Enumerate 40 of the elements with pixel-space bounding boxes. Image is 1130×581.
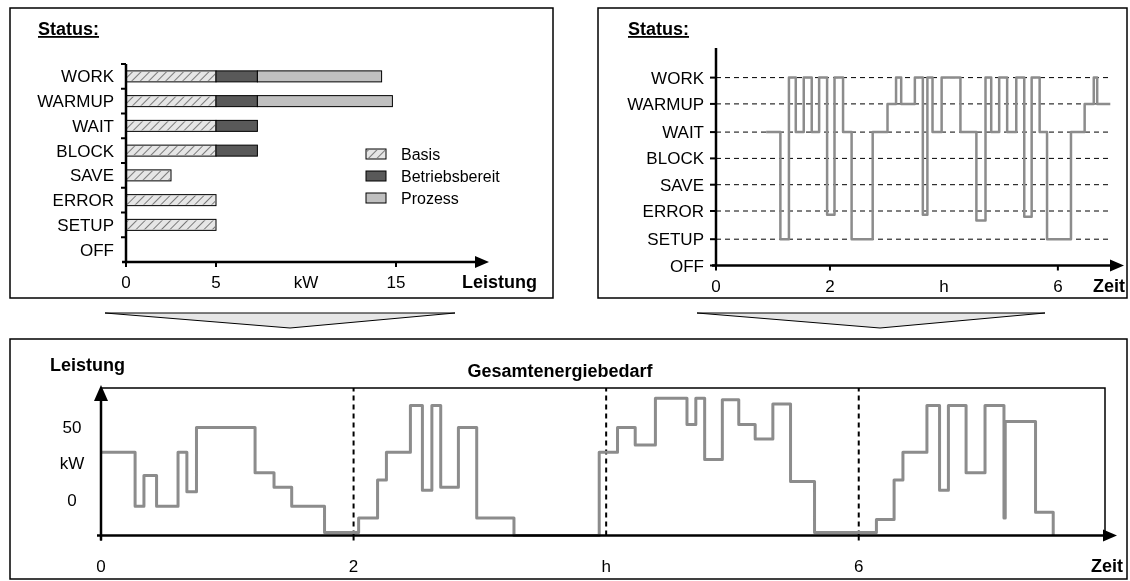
x-axis-title: Zeit	[1092, 276, 1125, 296]
legend-label: Prozess	[401, 190, 459, 207]
y-tick-label: WORK	[61, 67, 115, 87]
x-tick-label: 0	[121, 273, 131, 292]
ref-line-label: BLOCK	[646, 149, 705, 169]
text: kW	[293, 273, 319, 292]
y-tick-label: BLOCK	[56, 141, 115, 161]
text: h	[601, 557, 611, 576]
y-tick-label: ERROR	[52, 191, 114, 211]
ref-line-label: WAIT	[662, 123, 704, 143]
legend-label: Basis	[401, 146, 441, 163]
ref-line-label: ERROR	[642, 202, 704, 222]
y-tick-label: 0	[67, 490, 77, 510]
ref-line-label: WARMUP	[627, 94, 704, 114]
y-tick-label: 50	[62, 417, 82, 437]
x-axis-title: Zeit	[1090, 556, 1123, 576]
y-tick-label: SAVE	[69, 166, 114, 186]
x-tick-label: 6	[854, 557, 864, 576]
chart-title: Status:	[38, 19, 100, 39]
ref-line-label: WORK	[651, 68, 705, 88]
y-tick-label: SETUP	[57, 215, 114, 235]
x-tick-label: 0	[711, 277, 721, 296]
ref-line-label: SETUP	[647, 230, 704, 250]
y-tick-label: WAIT	[72, 116, 114, 136]
chart-title: Gesamtenergiebedarf	[467, 361, 654, 381]
x-tick-label: 15	[386, 273, 406, 292]
legend-label: Betriebsbereit	[401, 168, 501, 185]
text: h	[939, 277, 949, 296]
ref-line-label: OFF	[670, 256, 704, 276]
text: kW	[59, 454, 85, 474]
x-tick-label: 2	[825, 277, 835, 296]
y-axis-title: Leistung	[50, 355, 125, 375]
chart-title: Status:	[628, 19, 690, 39]
x-tick-label: 6	[1053, 277, 1063, 296]
x-tick-label: 2	[348, 557, 359, 576]
y-tick-label: WARMUP	[37, 92, 114, 112]
x-tick-label: 5	[211, 273, 221, 292]
y-tick-label: OFF	[80, 240, 114, 260]
ref-line-label: SAVE	[659, 175, 704, 195]
x-axis-title: Leistung	[462, 272, 537, 292]
